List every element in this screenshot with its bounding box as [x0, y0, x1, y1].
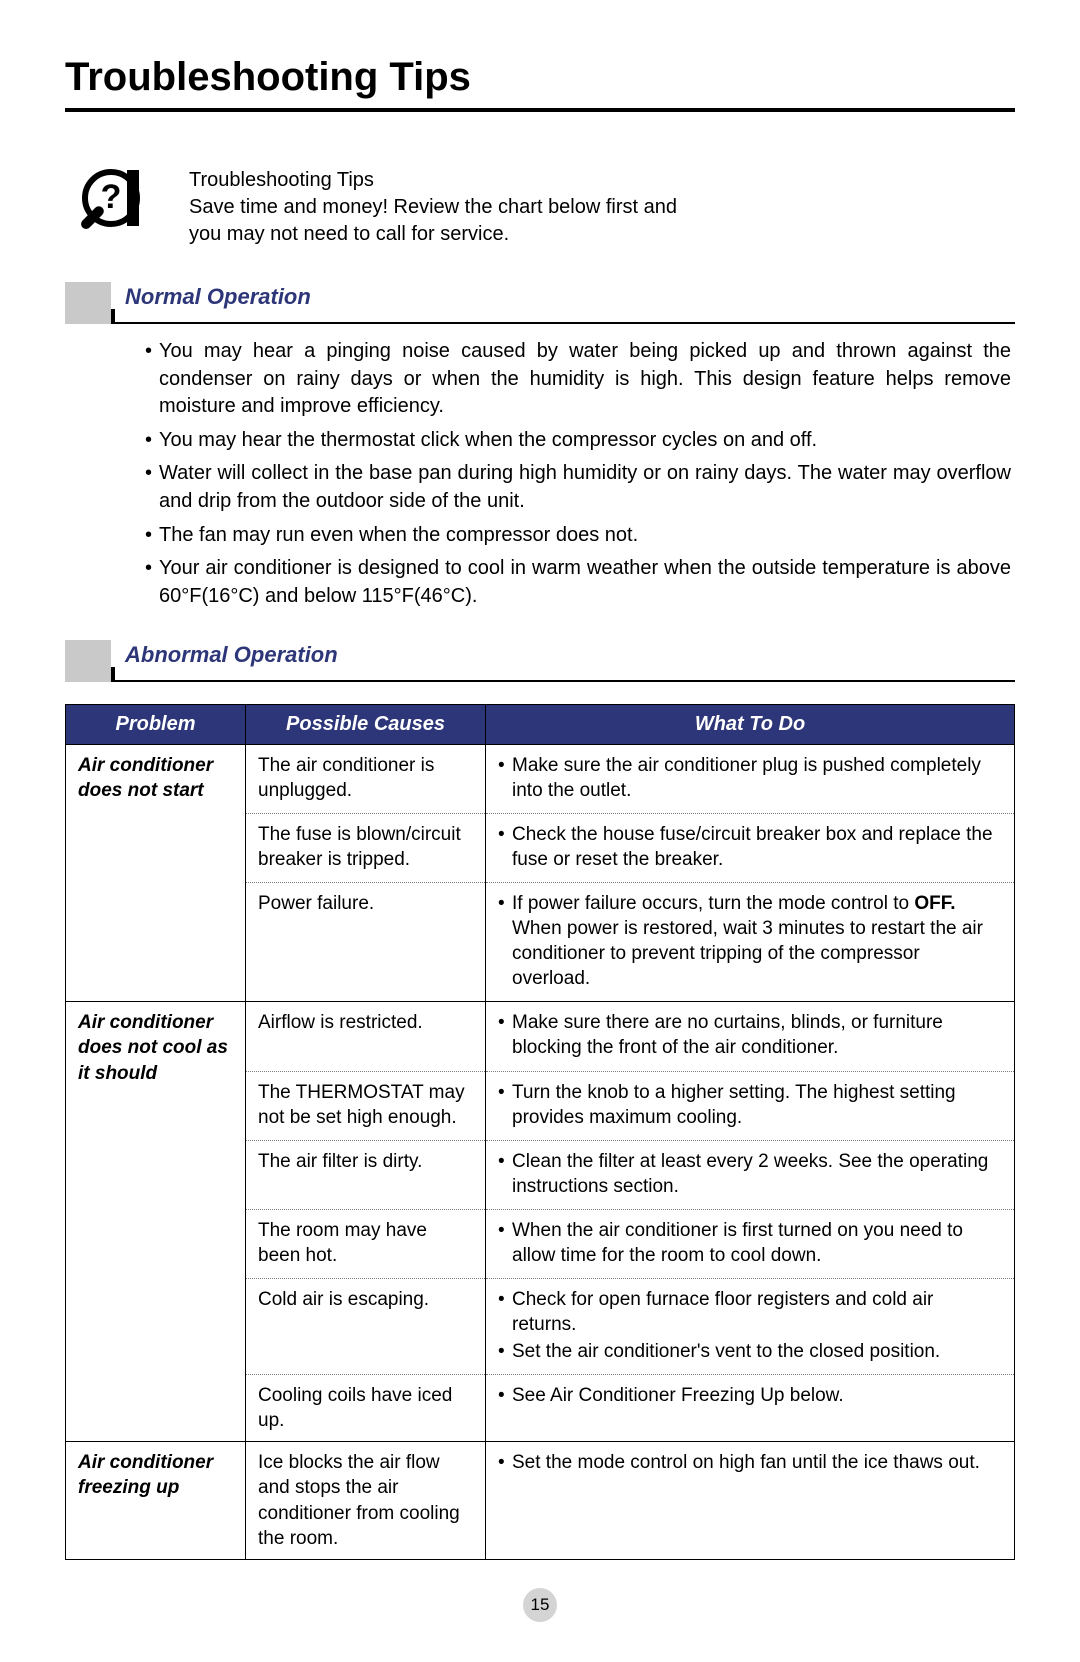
- col-header-causes: Possible Causes: [246, 705, 486, 744]
- cause-cell: The THERMOSTAT may not be set high enoug…: [246, 1071, 486, 1140]
- table-row: Air conditioner does not cool as it shou…: [66, 1002, 1015, 1071]
- heading-decor-box: [65, 282, 111, 324]
- col-header-problem: Problem: [66, 705, 246, 744]
- heading-tick: [111, 667, 115, 681]
- page-title: Troubleshooting Tips: [65, 55, 1015, 112]
- whatto-cell: Turn the knob to a higher setting. The h…: [486, 1071, 1015, 1140]
- cause-cell: Ice blocks the air flow and stops the ai…: [246, 1442, 486, 1559]
- heading-text-normal: Normal Operation: [125, 284, 311, 310]
- normal-bullet: You may hear the thermostat click when t…: [145, 427, 1011, 455]
- whatto-cell: Set the mode control on high fan until t…: [486, 1442, 1015, 1559]
- whatto-item: Make sure there are no curtains, blinds,…: [498, 1010, 1002, 1060]
- normal-bullet: You may hear a pinging noise caused by w…: [145, 338, 1011, 421]
- problem-cell: Air conditioner does not cool as it shou…: [66, 1002, 246, 1442]
- cause-cell: The air filter is dirty.: [246, 1140, 486, 1209]
- normal-bullet: Water will collect in the base pan durin…: [145, 460, 1011, 515]
- whatto-item: If power failure occurs, turn the mode c…: [498, 891, 1002, 991]
- cause-cell: Power failure.: [246, 883, 486, 1002]
- whatto-cell: Check the house fuse/circuit breaker box…: [486, 813, 1015, 882]
- whatto-cell: Clean the filter at least every 2 weeks.…: [486, 1140, 1015, 1209]
- heading-tick: [111, 309, 115, 323]
- whatto-cell: Check for open furnace floor registers a…: [486, 1278, 1015, 1374]
- intro-line-1: Troubleshooting Tips: [189, 167, 677, 194]
- heading-rule: Abnormal Operation: [111, 640, 1015, 682]
- cause-cell: The air conditioner is unplugged.: [246, 744, 486, 813]
- problem-cell: Air conditioner does not start: [66, 744, 246, 1002]
- intro-line-3: you may not need to call for service.: [189, 221, 677, 248]
- normal-bullet: Your air conditioner is designed to cool…: [145, 555, 1011, 610]
- normal-bullet: The fan may run even when the compressor…: [145, 522, 1011, 550]
- whatto-cell: If power failure occurs, turn the mode c…: [486, 883, 1015, 1002]
- cause-cell: Airflow is restricted.: [246, 1002, 486, 1071]
- whatto-item: Turn the knob to a higher setting. The h…: [498, 1080, 1002, 1130]
- whatto-item: Set the mode control on high fan until t…: [498, 1450, 1002, 1475]
- heading-text-abnormal: Abnormal Operation: [125, 642, 338, 668]
- section-heading-abnormal: Abnormal Operation: [65, 640, 1015, 682]
- cause-cell: Cold air is escaping.: [246, 1278, 486, 1374]
- intro-line-2: Save time and money! Review the chart be…: [189, 194, 677, 221]
- whatto-item: Check the house fuse/circuit breaker box…: [498, 822, 1002, 872]
- cause-cell: The room may have been hot.: [246, 1209, 486, 1278]
- whatto-cell: Make sure there are no curtains, blinds,…: [486, 1002, 1015, 1071]
- whatto-item: Check for open furnace floor registers a…: [498, 1287, 1002, 1337]
- table-row: Air conditioner does not startThe air co…: [66, 744, 1015, 813]
- whatto-item: See Air Conditioner Freezing Up below.: [498, 1383, 1002, 1408]
- normal-operation-list: You may hear a pinging noise caused by w…: [65, 338, 1015, 610]
- page-number: 15: [523, 1588, 557, 1622]
- whatto-item: Set the air conditioner's vent to the cl…: [498, 1339, 1002, 1364]
- magnifier-question-icon: ?: [71, 162, 161, 252]
- intro-text: Troubleshooting Tips Save time and money…: [189, 167, 677, 248]
- svg-text:?: ?: [101, 178, 122, 216]
- heading-decor-box: [65, 640, 111, 682]
- section-heading-normal: Normal Operation: [65, 282, 1015, 324]
- cause-cell: Cooling coils have iced up.: [246, 1375, 486, 1442]
- col-header-whatto: What To Do: [486, 705, 1015, 744]
- whatto-item: Make sure the air conditioner plug is pu…: [498, 753, 1002, 803]
- whatto-cell: See Air Conditioner Freezing Up below.: [486, 1375, 1015, 1442]
- whatto-cell: Make sure the air conditioner plug is pu…: [486, 744, 1015, 813]
- whatto-item: Clean the filter at least every 2 weeks.…: [498, 1149, 1002, 1199]
- intro-row: ? Troubleshooting Tips Save time and mon…: [65, 162, 1015, 252]
- cause-cell: The fuse is blown/circuit breaker is tri…: [246, 813, 486, 882]
- problem-cell: Air conditioner freezing up: [66, 1442, 246, 1559]
- troubleshooting-table: Problem Possible Causes What To Do Air c…: [65, 704, 1015, 1559]
- table-row: Air conditioner freezing upIce blocks th…: [66, 1442, 1015, 1559]
- manual-page: Troubleshooting Tips ? Troubleshooting T…: [0, 0, 1080, 1662]
- heading-rule: Normal Operation: [111, 282, 1015, 324]
- table-header-row: Problem Possible Causes What To Do: [66, 705, 1015, 744]
- whatto-cell: When the air conditioner is first turned…: [486, 1209, 1015, 1278]
- whatto-item: When the air conditioner is first turned…: [498, 1218, 1002, 1268]
